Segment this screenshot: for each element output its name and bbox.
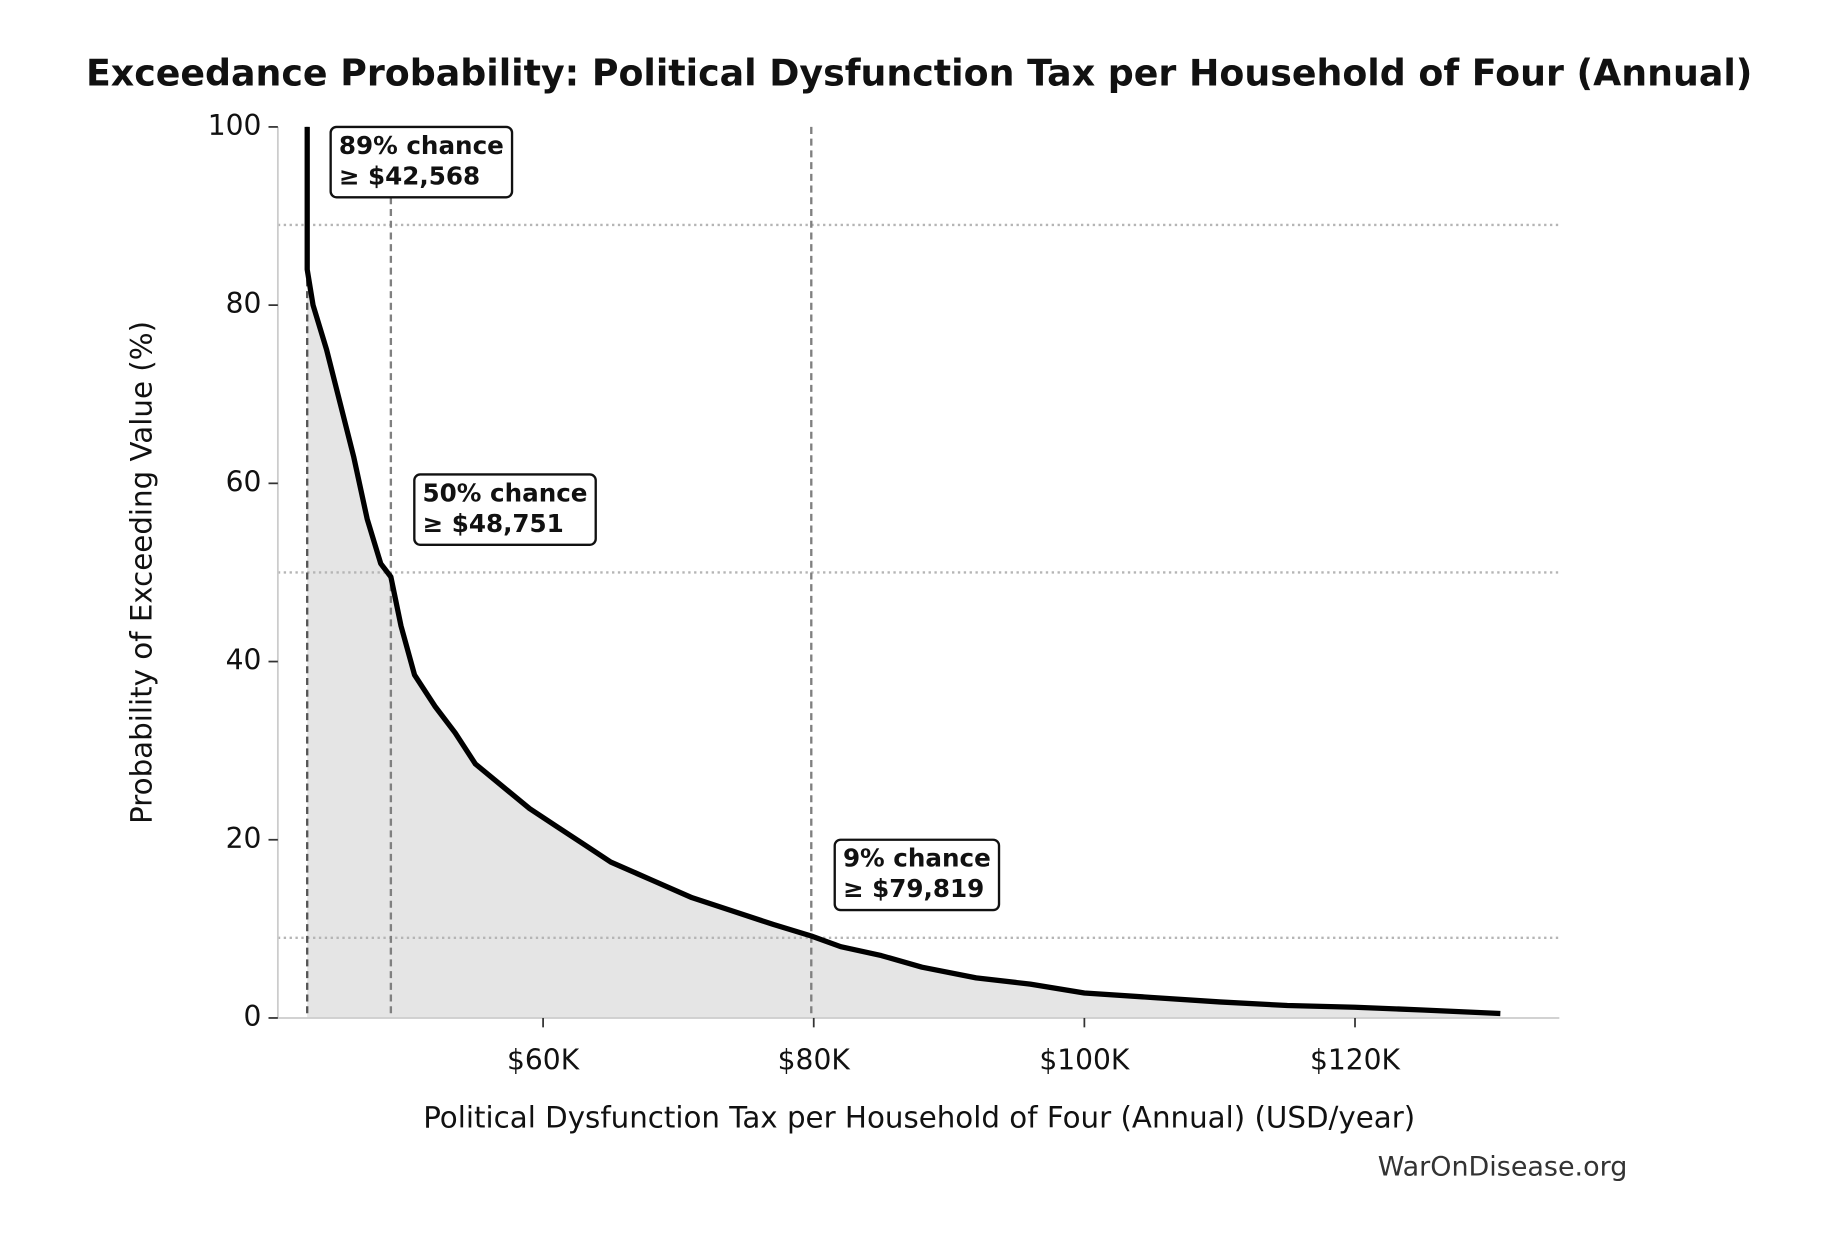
- annotation-text: 9% chance: [843, 844, 991, 873]
- x-tick-label: $100K: [1039, 1043, 1131, 1076]
- annotation-text: 50% chance: [423, 478, 588, 507]
- x-tick-label: $120K: [1310, 1043, 1402, 1076]
- y-tick-label: 20: [226, 822, 262, 855]
- source-label: WarOnDisease.org: [1378, 1152, 1628, 1183]
- x-axis-label: Political Dysfunction Tax per Household …: [423, 1100, 1415, 1134]
- annotation-text: ≥ $48,751: [423, 509, 564, 538]
- annotation: 50% chance≥ $48,751: [413, 473, 597, 546]
- chart-title: Exceedance Probability: Political Dysfun…: [86, 51, 1752, 94]
- annotation-box: [329, 125, 514, 199]
- y-tick-label: 60: [226, 465, 262, 498]
- annotation-box: [413, 473, 597, 546]
- y-tick-label: 80: [226, 287, 262, 320]
- x-tick-label: $60K: [507, 1043, 581, 1076]
- annotation-text: ≥ $42,568: [339, 161, 480, 190]
- area-fill: [307, 126, 1501, 1018]
- annotation: 89% chance≥ $42,568: [329, 125, 514, 199]
- annotation-text: 89% chance: [339, 131, 504, 160]
- y-tick-label: 100: [208, 109, 262, 142]
- annotation-box: [833, 838, 1001, 912]
- y-tick-label: 40: [226, 644, 262, 677]
- exceedance-line: [304, 126, 1501, 1017]
- annotation: 9% chance≥ $79,819: [833, 838, 1001, 912]
- y-tick-label: 0: [244, 1000, 262, 1033]
- x-tick-label: $80K: [778, 1043, 852, 1076]
- y-axis-label: Probability of Exceeding Value (%): [125, 321, 159, 824]
- annotation-text: ≥ $79,819: [843, 874, 984, 903]
